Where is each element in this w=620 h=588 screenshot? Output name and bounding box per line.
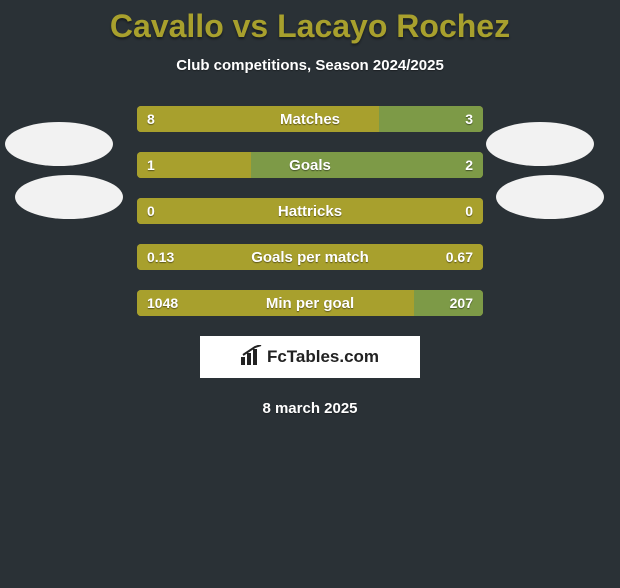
stat-row: Matches83: [137, 106, 483, 132]
fctables-logo: FcTables.com: [200, 336, 420, 378]
stat-bar-left: [137, 198, 483, 224]
stat-bar-left: [137, 244, 483, 270]
date-text: 8 march 2025: [0, 400, 620, 417]
stat-row: Min per goal1048207: [137, 290, 483, 316]
player-right-avatar-2: [496, 175, 604, 219]
logo-text: FcTables.com: [267, 347, 379, 367]
page-title: Cavallo vs Lacayo Rochez: [0, 8, 620, 45]
player-right-avatar: [486, 122, 594, 166]
stat-bar-right: [414, 290, 483, 316]
stat-bar-left: [137, 106, 379, 132]
comparison-bars: Matches83 Goals12 Hattricks00 Goals per mat…: [137, 106, 483, 316]
stat-bar-right: [251, 152, 483, 178]
chart-icon: [241, 345, 263, 370]
stat-row: Hattricks00: [137, 198, 483, 224]
stat-row: Goals per match0.130.67: [137, 244, 483, 270]
stat-bar-left: [137, 152, 251, 178]
player-left-avatar: [5, 122, 113, 166]
player-left-avatar-2: [15, 175, 123, 219]
stat-bar-left: [137, 290, 414, 316]
stat-row: Goals12: [137, 152, 483, 178]
stat-bar-right: [379, 106, 483, 132]
subtitle: Club competitions, Season 2024/2025: [0, 57, 620, 74]
